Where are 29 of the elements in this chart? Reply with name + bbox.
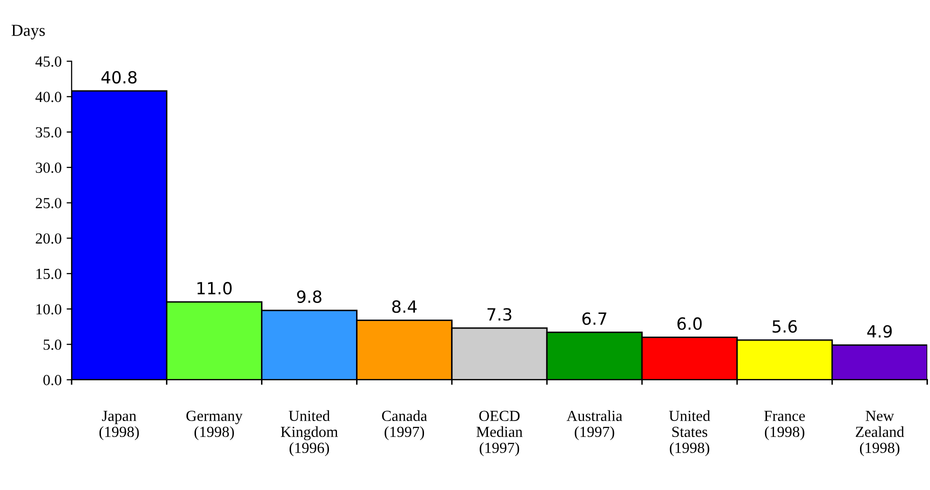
data-label: 8.4 [392, 300, 417, 313]
data-label: 6.7 [582, 312, 606, 325]
y-axis-title: Days [12, 24, 45, 40]
x-tick-label: Japan (1998) [99, 410, 139, 440]
data-label: 7.3 [488, 308, 512, 321]
data-label: 9.8 [297, 290, 322, 303]
y-tick-label: 30.0 [36, 162, 62, 173]
data-label: 11.0 [197, 282, 232, 294]
y-tick-label: 20.0 [36, 233, 62, 244]
data-label: 6.0 [677, 317, 702, 330]
data-label: 40.8 [101, 70, 137, 84]
x-tick-label: United Kingdom (1996) [280, 410, 338, 456]
x-tick-label: Germany (1998) [186, 410, 243, 440]
data-label: 5.6 [772, 320, 797, 333]
y-tick-label: 15.0 [36, 268, 62, 280]
x-tick-label: Australia (1997) [566, 410, 622, 440]
x-tick-label: United States (1998) [669, 410, 710, 456]
y-tick-label: 35.0 [36, 127, 62, 138]
y-tick-label: 10.0 [36, 304, 62, 314]
x-tick-label: France (1998) [764, 410, 805, 440]
y-tick-label: 40.0 [35, 92, 62, 102]
y-tick-label: 0.0 [43, 374, 62, 386]
y-tick-label: 25.0 [36, 198, 62, 208]
x-tick-label: Canada (1997) [382, 410, 428, 440]
y-tick-label: 45.0 [35, 56, 62, 67]
x-tick-label: OECD Median (1997) [476, 410, 523, 456]
x-tick-label: New Zealand (1998) [856, 410, 904, 456]
y-tick-label: 5.0 [44, 340, 62, 350]
data-label: 4.9 [867, 325, 892, 338]
